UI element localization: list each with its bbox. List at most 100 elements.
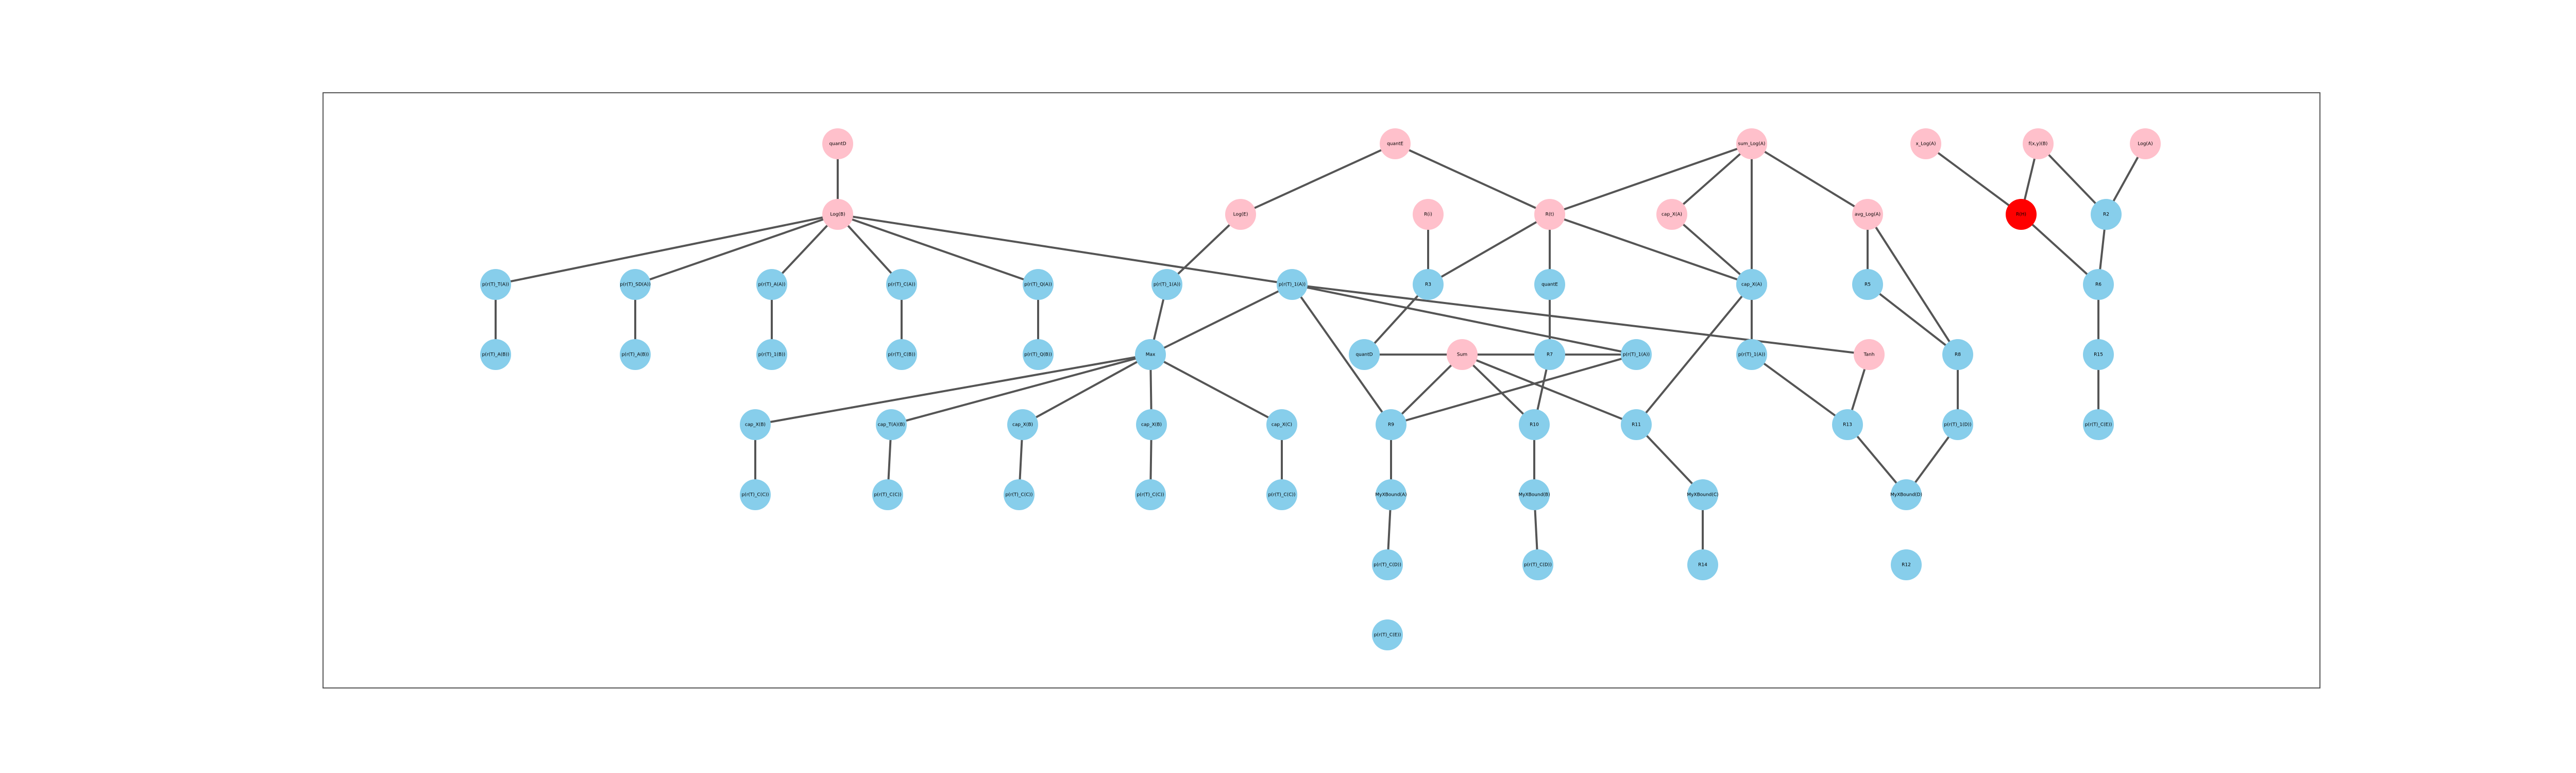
- node-circle: [1135, 479, 1166, 510]
- node-circle: [1519, 409, 1550, 440]
- node-label: R11: [1632, 423, 1641, 428]
- node-circle: [1519, 479, 1550, 510]
- graph-node-n25: cap_X(A): [1736, 269, 1767, 300]
- node-circle: [1891, 479, 1922, 510]
- node-circle: [886, 269, 917, 300]
- graph-node-n6: R(t): [1534, 199, 1565, 230]
- node-circle: [2023, 128, 2054, 159]
- node-label: R6: [2095, 282, 2102, 288]
- plot-frame: [323, 92, 2320, 688]
- node-circle: [1910, 128, 1941, 159]
- node-circle: [2083, 339, 2114, 370]
- node-label: R13: [1843, 423, 1852, 428]
- node-circle: [1277, 269, 1308, 300]
- graph-node-n7: sum_Log(A): [1736, 128, 1767, 159]
- graph-node-n17: p(r(T)_A(A)): [756, 269, 787, 300]
- node-label: R2: [2103, 212, 2109, 217]
- graph-edge-n34-n47: [1462, 354, 1637, 426]
- node-circle: [1854, 339, 1885, 370]
- graph-node-n3: quantE: [1380, 128, 1411, 159]
- node-label: R(i): [1424, 212, 1432, 217]
- graph-edge-n34-n46: [1461, 354, 1535, 426]
- node-label: p(r(T)_C(D)): [1374, 563, 1401, 568]
- graph-node-n37: p(r(T)_1(A)): [1621, 339, 1652, 370]
- node-label: p(r(T)_C(B)): [888, 352, 916, 358]
- graph-edge-n4-n20: [1166, 213, 1242, 285]
- graph-node-n42: cap_X(B): [1007, 409, 1038, 440]
- node-label: Log(A): [2138, 142, 2153, 147]
- node-circle: [822, 128, 853, 159]
- node-circle: [480, 269, 511, 300]
- node-label: cap_X(B): [745, 423, 766, 428]
- graph-node-n34: Sum: [1447, 339, 1478, 370]
- graph-edge-n2-n16: [635, 213, 838, 285]
- graph-node-n4: Log(E): [1225, 199, 1256, 230]
- node-label: p(r(T)_C(E)): [1374, 633, 1401, 638]
- node-label: MyXBound(B): [1518, 493, 1550, 498]
- node-circle: [1372, 549, 1403, 580]
- graph-edge-n32-n42: [1022, 354, 1151, 426]
- graph-node-n9: avg_Log(A): [1852, 199, 1883, 230]
- node-label: p(r(T)_Q(A)): [1024, 282, 1052, 288]
- graph-node-n45: R9: [1376, 409, 1406, 440]
- node-label: cap_X(A): [1662, 212, 1682, 217]
- node-circle: [1687, 479, 1718, 510]
- node-circle: [1656, 199, 1687, 230]
- graph-edge-n6-n22: [1428, 213, 1550, 285]
- node-label: R(t): [1546, 212, 1554, 217]
- node-circle: [1376, 479, 1406, 510]
- graph-node-n19: p(r(T)_Q(A)): [1023, 269, 1054, 300]
- graph-node-n5: R(i): [1413, 199, 1444, 230]
- node-circle: [1534, 339, 1565, 370]
- graph-edge-n24-n47: [1635, 283, 1753, 426]
- node-circle: [2091, 199, 2122, 230]
- node-label: p(r(T)_C(D)): [1524, 563, 1552, 568]
- node-label: MyXBound(D): [1890, 493, 1922, 498]
- graph-edge-n7-n8: [1671, 143, 1753, 215]
- graph-node-n48: R12: [1891, 549, 1922, 580]
- graph-node-n63: p(r(T)_1(D)): [1942, 409, 1973, 440]
- graph-node-n64: R15: [2083, 339, 2114, 370]
- graph-node-n14: R2: [2091, 199, 2122, 230]
- node-circle: [1136, 409, 1167, 440]
- graph-edge-n49-n50: [1751, 354, 1849, 426]
- node-circle: [2083, 409, 2114, 440]
- node-circle: [620, 269, 651, 300]
- node-circle: [756, 339, 787, 370]
- node-circle: [876, 409, 907, 440]
- node-label: avg_Log(A): [1855, 212, 1880, 217]
- node-circle: [1023, 269, 1054, 300]
- graph-edge-n21-n37: [1292, 283, 1637, 356]
- graph-node-n10: x_Log(A): [1910, 128, 1941, 159]
- node-circle: [1852, 199, 1883, 230]
- node-label: x_Log(A): [1916, 142, 1936, 147]
- graph-node-n18: p(r(T)_C(A)): [886, 269, 917, 300]
- graph-node-n62: MyXBound(D): [1890, 479, 1922, 510]
- node-label: R3: [1425, 282, 1431, 288]
- node-label: R8: [1955, 352, 1961, 358]
- graph-node-n66: p(r(T)_C(E)): [1372, 619, 1403, 650]
- graph-edge-n3-n6: [1395, 143, 1550, 215]
- graph-edge-n32-n41: [891, 354, 1151, 426]
- node-circle: [756, 269, 787, 300]
- node-label: cap_X(B): [1012, 423, 1033, 428]
- node-label: MyXBound(A): [1375, 493, 1406, 498]
- node-circle: [1852, 269, 1883, 300]
- graph-edge-n32-n40: [755, 354, 1151, 426]
- node-circle: [1534, 269, 1565, 300]
- node-label: Sum: [1457, 352, 1467, 358]
- node-circle: [1372, 619, 1403, 650]
- graph-node-n2: Log(B): [822, 199, 853, 230]
- graph-node-n16: p(r(T)_SD(A)): [620, 269, 651, 300]
- node-label: quantD: [829, 142, 846, 147]
- node-label: Log(B): [830, 212, 845, 217]
- graph-node-n11: f(x,y)(B): [2023, 128, 2054, 159]
- graph-node-n61: R14: [1687, 549, 1718, 580]
- graph-edge-n37-n45: [1391, 354, 1637, 426]
- node-label: p(r(T)_C(C)): [1268, 493, 1295, 498]
- node-label: sum_Log(A): [1738, 142, 1766, 147]
- node-circle: [1621, 339, 1652, 370]
- graph-edge-n22-n33: [1363, 283, 1429, 356]
- graph-node-n57: MyXBound(B): [1518, 479, 1550, 510]
- node-label: R12: [1902, 563, 1911, 568]
